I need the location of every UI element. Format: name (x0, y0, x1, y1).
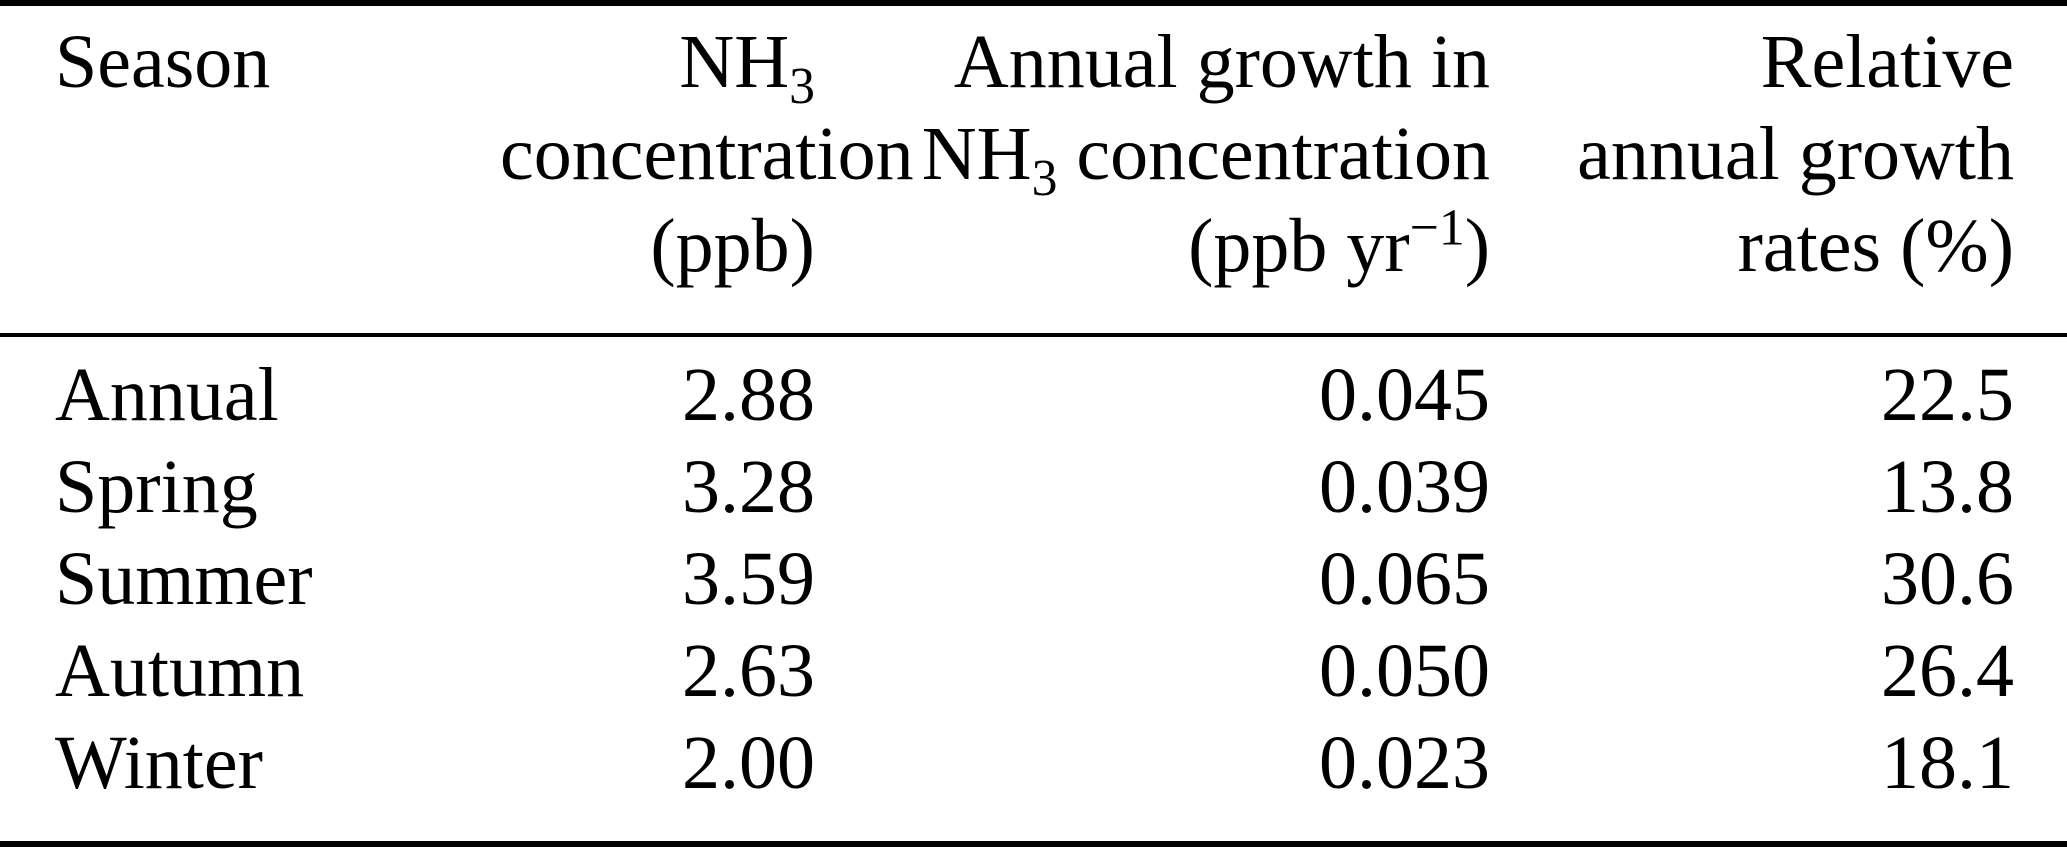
cell-season: Summer (55, 537, 313, 621)
nh3-subscript: 3 (1031, 150, 1058, 208)
header-relative-growth: Relative annual growth rates (%) (1490, 3, 2067, 337)
cell-nh3-concentration: 2.00 (682, 721, 815, 805)
cell-relative-growth: 22.5 (1881, 353, 2014, 437)
header-nh3-line2: concentration (500, 112, 914, 196)
cell-annual-growth: 0.065 (1319, 537, 1490, 621)
header-relative-line1: Relative (1760, 20, 2014, 104)
header-nh3-concentration: NH3 concentration (ppb) (500, 3, 914, 337)
cell-nh3-concentration: 2.63 (682, 629, 815, 713)
header-annual-growth: Annual growth in NH3 concentration (ppb … (815, 3, 1490, 337)
table-row-summer: Summer 3.59 0.065 30.6 (0, 533, 2067, 625)
header-relative-line3-unit: rates (%) (1737, 204, 2014, 288)
header-growth-line3-unit: (ppb yr−1) (815, 200, 1490, 292)
table-body: Annual 2.88 0.045 22.5 Spring 3.28 0.039… (0, 335, 2067, 844)
cell-season: Spring (55, 445, 258, 529)
cell-relative-growth: 13.8 (1881, 445, 2014, 529)
cell-annual-growth: 0.045 (1319, 353, 1490, 437)
header-season-line1: Season (55, 20, 271, 104)
header-growth-line1: Annual growth in (953, 20, 1490, 104)
cell-season: Autumn (55, 629, 305, 713)
cell-annual-growth: 0.050 (1319, 629, 1490, 713)
header-growth-line2: NH3 concentration (815, 108, 1490, 205)
cell-annual-growth: 0.039 (1319, 445, 1490, 529)
cell-nh3-concentration: 3.28 (682, 445, 815, 529)
header-nh3-line1: NH3 (500, 16, 815, 113)
header-growth-line2-rest: concentration (1057, 112, 1490, 196)
cell-nh3-concentration: 3.59 (682, 537, 815, 621)
header-growth-unit-base: (ppb yr (1188, 204, 1410, 288)
header-relative-line2: annual growth (1577, 112, 2014, 196)
nh3-subscript: 3 (789, 58, 815, 116)
table-header: Season NH3 concentration (ppb) Annual gr… (0, 3, 2067, 337)
header-nh3-line3-unit: (ppb) (650, 204, 815, 288)
header-growth-formula: NH (921, 112, 1032, 196)
cell-season: Annual (55, 353, 279, 437)
table-row-winter: Winter 2.00 0.023 18.1 (0, 717, 2067, 844)
header-growth-unit-close: ) (1464, 204, 1490, 288)
cell-relative-growth: 30.6 (1881, 537, 2014, 621)
header-season: Season (0, 3, 500, 337)
cell-nh3-concentration: 2.88 (682, 353, 815, 437)
cell-relative-growth: 18.1 (1881, 721, 2014, 805)
table-row-annual: Annual 2.88 0.045 22.5 (0, 335, 2067, 441)
cell-annual-growth: 0.023 (1319, 721, 1490, 805)
table-row-spring: Spring 3.28 0.039 13.8 (0, 441, 2067, 533)
table-row-autumn: Autumn 2.63 0.050 26.4 (0, 625, 2067, 717)
cell-relative-growth: 26.4 (1881, 629, 2014, 713)
header-nh3-formula: NH (679, 20, 790, 104)
per-year-superscript: −1 (1409, 199, 1465, 257)
header-row: Season NH3 concentration (ppb) Annual gr… (0, 3, 2067, 337)
cell-season: Winter (55, 721, 263, 805)
